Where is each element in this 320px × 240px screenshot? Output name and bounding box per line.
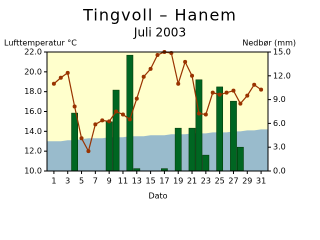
y2-tick-label: 3.0 — [273, 143, 286, 152]
precipitation-bar — [195, 79, 203, 172]
chart-title: Tingvoll – Hanem — [82, 6, 237, 25]
temperature-point — [217, 92, 222, 97]
x-tick-label: 31 — [256, 177, 266, 186]
temperature-point — [93, 122, 98, 127]
precipitation-bar — [237, 146, 244, 172]
y2-tick-label: 0.0 — [273, 167, 286, 176]
precipitation-bar — [174, 127, 182, 172]
precipitation-bar — [188, 127, 196, 172]
chart: Tingvoll – Hanem Juli 2003 Lufttemperatu… — [4, 6, 296, 201]
x-tick-label: 25 — [215, 177, 225, 186]
y-tick-label: 18.0 — [24, 87, 42, 96]
chart-subtitle: Juli 2003 — [133, 26, 186, 40]
precipitation-bar — [71, 112, 78, 172]
temperature-point — [79, 136, 84, 141]
temperature-point — [86, 149, 91, 154]
y2-tick-label: 12.0 — [273, 71, 291, 80]
x-tick-label: 9 — [107, 177, 112, 186]
x-tick-label: 3 — [65, 177, 70, 186]
x-tick-label: 11 — [118, 177, 128, 186]
precipitation-bar — [105, 121, 113, 172]
temperature-point — [224, 90, 229, 95]
x-tick-label: 23 — [201, 177, 211, 186]
y2-tick-label: 15.0 — [273, 48, 291, 57]
x-tick-label: 27 — [228, 177, 238, 186]
temperature-point — [176, 81, 181, 86]
x-tick-label: 7 — [93, 177, 98, 186]
x-tick-label: 13 — [132, 177, 142, 186]
precipitation-bar — [202, 154, 210, 172]
y-tick-label: 20.0 — [24, 67, 42, 76]
temperature-point — [190, 73, 195, 78]
temperature-point — [252, 82, 257, 87]
x-tick-label: 5 — [79, 177, 84, 186]
y2-tick-label: 6.0 — [273, 119, 286, 128]
y-tick-label: 16.0 — [24, 107, 42, 116]
x-tick-label: 1 — [51, 177, 56, 186]
x-tick-label: 29 — [242, 177, 252, 186]
x-tick-label: 19 — [173, 177, 183, 186]
temperature-point — [58, 75, 63, 80]
temperature-point — [196, 111, 201, 116]
temperature-point — [183, 59, 188, 64]
temperature-point — [120, 112, 125, 117]
temperature-point — [238, 101, 243, 106]
y-tick-label: 10.0 — [24, 167, 42, 176]
temperature-point — [134, 96, 139, 101]
x-axis-label: Dato — [148, 192, 167, 201]
temperature-point — [65, 70, 70, 75]
x-tick-label: 21 — [187, 177, 197, 186]
temperature-point — [231, 88, 236, 93]
temperature-point — [203, 112, 208, 117]
y2-tick-label: 9.0 — [273, 95, 286, 104]
y-axis-label: Lufttemperatur °C — [4, 39, 77, 48]
temperature-point — [245, 93, 250, 98]
temperature-point — [148, 66, 153, 71]
y-tick-label: 12.0 — [24, 147, 42, 156]
y-tick-label: 14.0 — [24, 127, 42, 136]
precipitation-bar — [216, 86, 224, 172]
y-tick-label: 22.0 — [24, 48, 42, 57]
temperature-point — [155, 52, 160, 57]
precipitation-bar — [112, 89, 120, 172]
temperature-point — [141, 74, 146, 79]
normal-area — [47, 129, 268, 171]
x-tick-label: 15 — [146, 177, 156, 186]
temperature-point — [107, 119, 112, 124]
temperature-point — [51, 81, 56, 86]
x-tick-label: 17 — [159, 177, 169, 186]
temperature-point — [259, 87, 264, 92]
temperature-point — [127, 117, 132, 122]
precipitation-bar — [230, 100, 237, 172]
temperature-point — [72, 104, 77, 109]
temperature-point — [210, 90, 215, 95]
temperature-point — [100, 118, 105, 123]
y2-axis-label: Nedbør (mm) — [242, 39, 296, 48]
temperature-point — [114, 109, 119, 114]
